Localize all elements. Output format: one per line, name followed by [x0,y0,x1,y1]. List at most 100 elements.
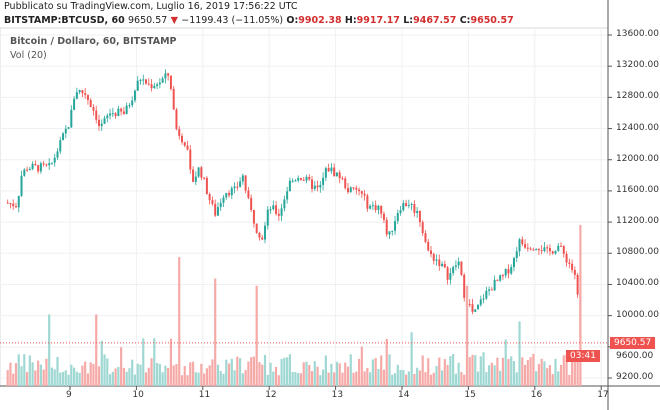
candle-body [313,185,316,189]
candle-body [551,251,554,254]
volume-bar [490,362,493,386]
candle-body [485,290,488,299]
volume-bar [349,354,352,386]
candle-body [333,167,336,177]
volume-bar [313,361,316,386]
candle-body [228,192,231,196]
x-tick-label: 10 [132,390,144,400]
candle-body [349,187,352,193]
volume-bar [86,373,90,386]
candle-body [360,191,363,194]
volume-bar [247,361,250,386]
candle-body [565,253,568,263]
candle-body [405,203,408,206]
volume-bar [570,356,574,386]
candle-body [512,257,515,268]
candle-body [178,129,181,136]
candle-body [258,232,261,238]
volume-bar [153,338,156,386]
candle-body [156,84,159,86]
candle-body [382,213,385,220]
candle-body [150,84,153,89]
candle-body [568,262,571,264]
volume-bar [84,361,87,386]
volume-bar [443,359,446,386]
volume-bar [427,358,430,386]
candle-body [355,187,358,190]
volume-bar [191,361,195,386]
x-tick-label: 17 [597,390,609,400]
candle-body [263,225,266,240]
volume-bar [366,367,369,386]
published-info: Pubblicato su TradingView.com, Luglio 16… [4,1,298,12]
x-tick-label: 12 [265,390,277,400]
candle-body [335,172,338,177]
volume-bar [205,368,208,386]
volume-bar [286,357,289,386]
volume-bar [45,358,48,386]
candle-body [183,142,186,146]
volume-bar [327,372,330,386]
candle-body [236,186,239,188]
candle-body [562,246,565,254]
volume-bar [238,358,242,386]
candle-body [463,274,466,298]
volume-bar [48,314,51,386]
volume-bar [515,372,518,386]
candle-body [286,191,289,200]
candle-body [167,73,170,76]
candle-body [277,213,280,216]
volume-bar [308,364,311,386]
volume-bar [92,363,95,386]
volume-bar [169,338,173,386]
series-legend[interactable]: Bitcoin / Dollaro, 60, BITSTAMP [10,36,177,47]
volume-bar [482,352,485,386]
candle-body [39,163,42,172]
candle-body [324,168,327,178]
candle-body [352,187,355,189]
x-tick-label: 16 [530,390,543,400]
volume-bar [37,360,40,386]
volume-bar [432,372,435,386]
volume-bar [53,369,56,386]
low-value: 9467.57 [413,15,457,26]
volume-legend[interactable]: Vol (20) [10,50,47,61]
candle-body [84,93,87,95]
candle-body [175,109,178,130]
volume-bar [147,367,150,386]
y-tick-label: 9200.00 [616,372,654,382]
candle-body [438,259,441,267]
candle-body [28,168,31,171]
volume-bar [61,371,65,386]
candle-body [435,259,438,261]
volume-bar [369,372,372,386]
y-tick-label: 11600.00 [616,184,659,195]
candle-body [189,149,192,170]
volume-bar [70,364,73,386]
candle-body [128,105,131,107]
volume-bar [546,368,549,386]
volume-bar [225,359,228,386]
candle-body [327,168,330,172]
candle-body [482,298,485,300]
countdown-tag: 03:41 [566,350,600,362]
candle-body [501,275,504,277]
candle-body [233,186,236,189]
volume-bar [183,365,186,386]
candle-body [410,204,413,206]
volume-bar [178,257,181,386]
volume-bar [197,372,200,386]
volume-bar [28,355,31,386]
candle-body [288,180,291,192]
candle-body [537,249,540,251]
volume-bar [565,354,568,386]
candle-body [418,210,421,223]
candle-body [239,181,242,187]
volume-bar [297,373,300,386]
candle-body [504,269,507,276]
candle-body [56,151,59,158]
candle-body [59,140,62,152]
volume-bar [120,347,123,386]
